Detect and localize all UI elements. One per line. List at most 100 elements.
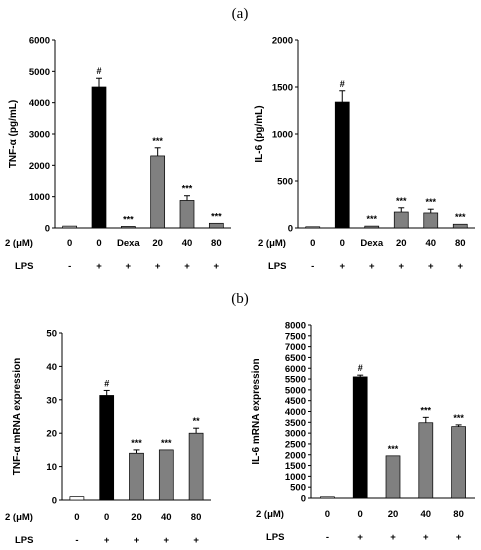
y-axis-title: IL-6 mRNA expression	[251, 358, 262, 464]
lps-status-label: +	[104, 535, 110, 546]
y-tick-label: 10	[46, 462, 57, 473]
bar	[62, 225, 78, 229]
lps-status-label: +	[184, 261, 190, 272]
bar	[69, 496, 85, 501]
lps-status-label: +	[155, 261, 161, 272]
y-tick-label: 2000	[29, 161, 50, 172]
row-label-compound: 2 (μM)	[5, 238, 33, 249]
lps-status-label: +	[164, 535, 170, 546]
compound-dose-label: Dexa	[117, 238, 140, 249]
compound-dose-label: 40	[161, 512, 172, 523]
compound-dose-label: 80	[455, 238, 466, 249]
y-tick-label: 500	[290, 483, 306, 494]
lps-status-label: +	[134, 535, 140, 546]
y-tick-label: 3000	[285, 429, 306, 440]
lps-status-label: +	[390, 532, 396, 543]
compound-dose-label: 0	[74, 512, 79, 523]
bar	[393, 211, 409, 229]
compound-dose-label: 0	[325, 509, 330, 520]
y-tick-label: 0	[45, 224, 50, 235]
bar	[120, 226, 136, 229]
bar	[320, 496, 335, 499]
lps-status-label: +	[193, 535, 199, 546]
y-tick-label: 5000	[285, 385, 306, 396]
row-label-lps: LPS	[268, 261, 286, 272]
significance-label: ***	[182, 184, 193, 194]
row-label-lps: LPS	[15, 261, 33, 272]
significance-label: ***	[455, 212, 466, 222]
bar	[179, 200, 195, 229]
compound-dose-label: 0	[340, 238, 345, 249]
y-axis-title: TNF-α mRNA expression	[12, 358, 23, 475]
lps-status-label: -	[326, 532, 329, 543]
compound-dose-label: 80	[191, 512, 202, 523]
bar	[352, 376, 368, 499]
y-tick-label: 6000	[29, 36, 50, 47]
bar	[423, 212, 439, 229]
significance-label: #	[104, 378, 109, 388]
y-tick-label: 0	[301, 494, 306, 505]
y-tick-label: 2000	[285, 450, 306, 461]
significance-label: ***	[161, 438, 172, 448]
compound-dose-label: 40	[182, 238, 193, 249]
compound-dose-label: 40	[421, 509, 432, 520]
y-tick-label: 5000	[29, 67, 50, 78]
compound-dose-label: 80	[453, 509, 464, 520]
lps-status-label: +	[398, 261, 404, 272]
significance-label: ***	[123, 214, 134, 224]
lps-status-label: +	[96, 261, 102, 272]
y-tick-label: 7000	[285, 342, 306, 353]
y-tick-label: 1000	[29, 192, 50, 203]
lps-status-label: -	[311, 261, 314, 272]
y-tick-label: 2500	[285, 439, 306, 450]
y-tick-label: 4000	[285, 407, 306, 418]
significance-label: #	[358, 363, 363, 373]
lps-status-label: +	[126, 261, 132, 272]
lps-status-label: -	[75, 535, 78, 546]
compound-dose-label: 0	[67, 238, 72, 249]
panel-label-a: (a)	[232, 6, 249, 22]
compound-dose-label: 20	[396, 238, 407, 249]
significance-label: ***	[211, 211, 222, 221]
significance-label: ***	[388, 444, 399, 454]
significance-label: **	[193, 416, 201, 426]
y-tick-label: 30	[46, 395, 57, 406]
y-tick-label: 7500	[285, 331, 306, 342]
y-tick-label: 0	[52, 496, 57, 507]
bar	[99, 395, 115, 501]
bar	[451, 426, 466, 499]
y-tick-label: 20	[46, 429, 57, 440]
compound-dose-label: 0	[96, 238, 101, 249]
y-tick-label: 3500	[285, 418, 306, 429]
y-tick-label: 6000	[285, 364, 306, 375]
lps-status-label: +	[428, 261, 434, 272]
significance-label: ***	[425, 197, 436, 207]
row-label-compound: 2 (μM)	[5, 512, 33, 523]
compound-dose-label: 0	[358, 509, 363, 520]
y-axis-title: TNF-α (pg/mL)	[8, 100, 19, 168]
y-tick-label: 0	[288, 224, 293, 235]
y-tick-label: 8000	[285, 321, 306, 332]
y-tick-label: 500	[277, 177, 293, 188]
compound-dose-label: 0	[104, 512, 109, 523]
significance-label: #	[340, 79, 345, 89]
y-axis-title: IL-6 (pg/mL)	[254, 105, 265, 162]
bar	[364, 225, 380, 229]
bar	[150, 155, 166, 229]
bar	[334, 101, 350, 229]
row-label-lps: LPS	[15, 535, 33, 546]
y-tick-label: 50	[46, 329, 57, 340]
row-label-compound: 2 (μM)	[256, 509, 284, 520]
y-tick-label: 4000	[29, 98, 50, 109]
row-label-compound: 2 (μM)	[258, 238, 286, 249]
compound-dose-label: 20	[388, 509, 399, 520]
compound-dose-label: 20	[152, 238, 163, 249]
bar	[305, 226, 321, 229]
y-tick-label: 1000	[272, 130, 293, 141]
lps-status-label: +	[357, 532, 363, 543]
y-tick-label: 2000	[272, 36, 293, 47]
